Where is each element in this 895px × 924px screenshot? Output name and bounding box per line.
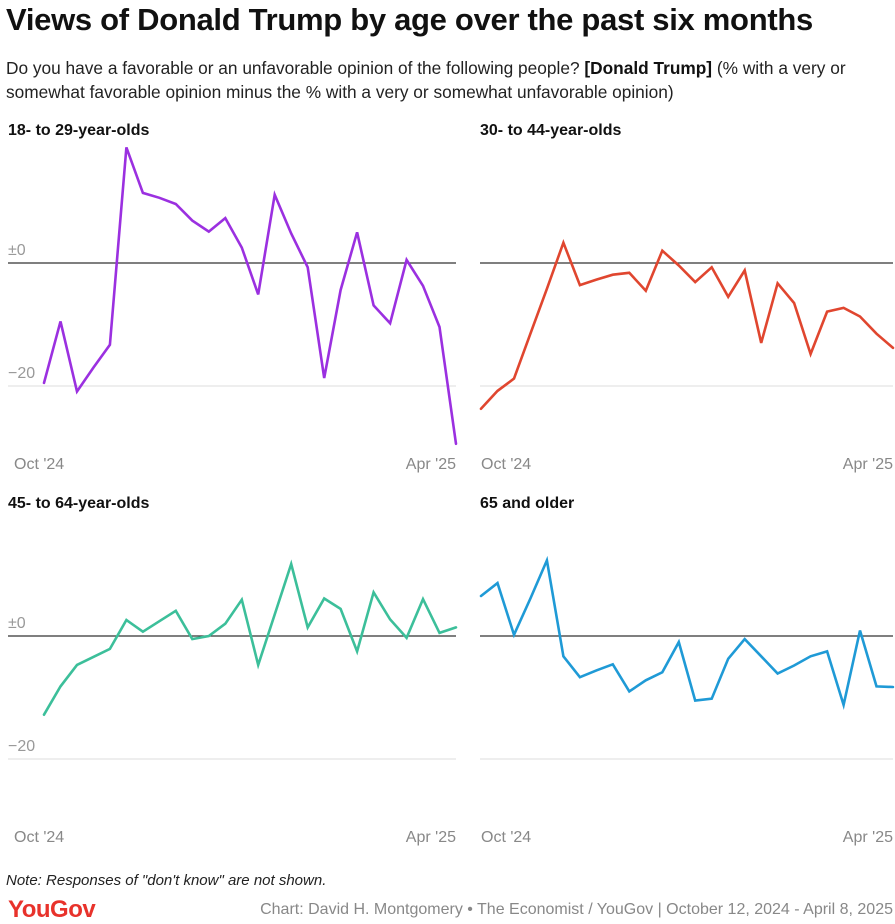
x-tick-label: Oct '24 [14, 829, 64, 846]
series-line [481, 560, 893, 705]
x-tick-label: Apr '25 [406, 456, 456, 473]
panel-title: 45- to 64-year-olds [8, 495, 149, 512]
x-tick-label: Oct '24 [481, 829, 531, 846]
panel-title: 65 and older [480, 495, 574, 512]
x-tick-label: Apr '25 [406, 829, 456, 846]
x-tick-label: Oct '24 [14, 456, 64, 473]
x-tick-label: Apr '25 [843, 829, 893, 846]
y-tick-label: ±0 [8, 242, 26, 259]
yougov-logo: YouGov [8, 896, 95, 924]
chart-credit: Chart: David H. Montgomery • The Economi… [260, 901, 893, 919]
panel-title: 30- to 44-year-olds [480, 122, 621, 139]
y-tick-label: ±0 [8, 615, 26, 632]
x-tick-label: Oct '24 [481, 456, 531, 473]
series-line [44, 147, 456, 443]
chart-note: Note: Responses of "don't know" are not … [6, 872, 326, 889]
y-tick-label: −20 [8, 738, 35, 755]
y-tick-label: −20 [8, 365, 35, 382]
series-line [481, 243, 893, 409]
series-line [44, 564, 456, 715]
x-tick-label: Apr '25 [843, 456, 893, 473]
panel-title: 18- to 29-year-olds [8, 122, 149, 139]
